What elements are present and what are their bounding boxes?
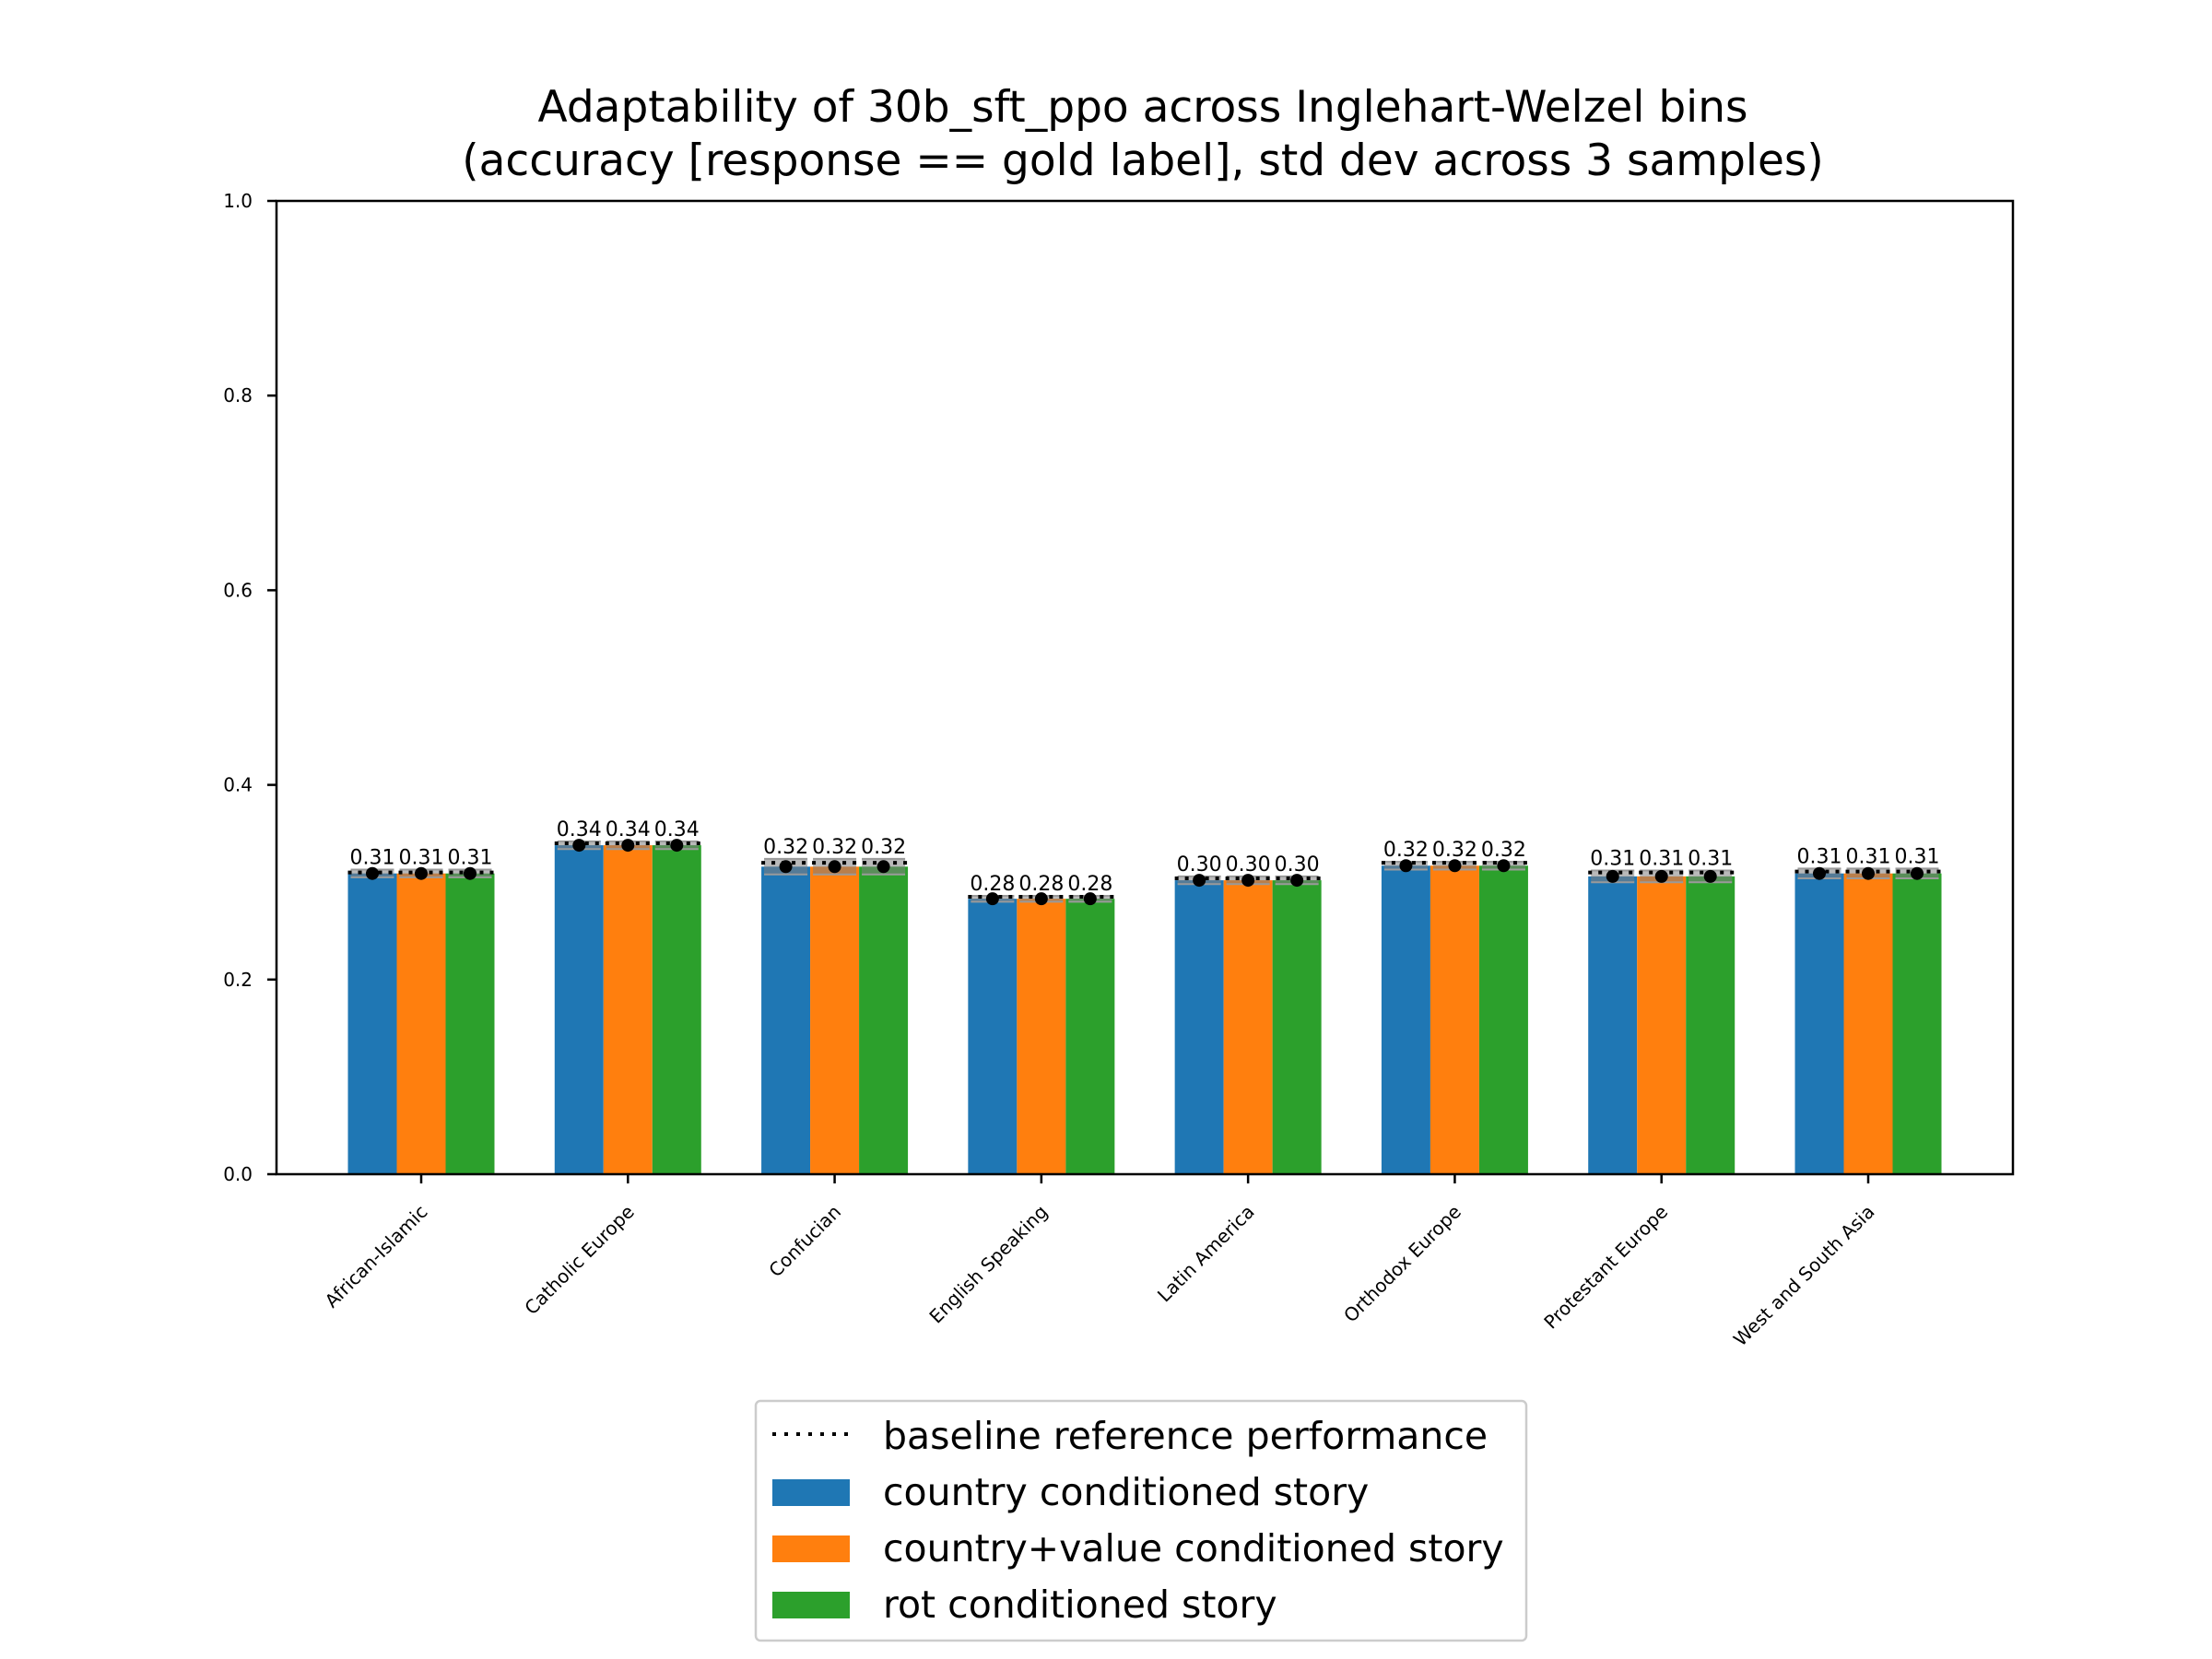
- bar: [1223, 880, 1273, 1174]
- mean-point: [1241, 874, 1255, 888]
- bar: [1065, 899, 1115, 1174]
- bar: [1892, 873, 1942, 1174]
- y-tick-label: 0.6: [223, 579, 253, 601]
- x-tick-label: Protestant Europe: [1539, 1201, 1672, 1334]
- bar-value-label: 0.34: [557, 818, 602, 841]
- bar: [1272, 880, 1322, 1174]
- bar: [1794, 873, 1844, 1174]
- bar-value-label: 0.32: [763, 836, 808, 859]
- bar: [1174, 880, 1224, 1174]
- bar-value-label: 0.31: [1895, 845, 1940, 868]
- bar-value-label: 0.31: [1688, 848, 1733, 871]
- bar: [1637, 876, 1687, 1174]
- bar-value-label: 0.28: [970, 873, 1015, 896]
- mean-point: [366, 866, 379, 880]
- chart-title-line1: Adaptability of 30b_sft_ppo across Ingle…: [538, 82, 1748, 133]
- legend-swatch: [772, 1592, 850, 1618]
- bar: [761, 866, 811, 1174]
- bar-value-label: 0.31: [1639, 848, 1684, 871]
- bar-value-label: 0.34: [654, 818, 700, 841]
- bar-value-label: 0.28: [1067, 873, 1112, 896]
- mean-point: [1448, 859, 1462, 873]
- bar: [1017, 899, 1066, 1174]
- legend-box: [754, 1399, 1528, 1642]
- bar: [1430, 865, 1479, 1174]
- y-tick-label: 0.2: [223, 969, 253, 991]
- bar-value-label: 0.31: [448, 846, 493, 869]
- bar-value-label: 0.31: [1590, 848, 1635, 871]
- x-tick-label: Catholic Europe: [520, 1201, 639, 1320]
- x-tick-label: Latin America: [1153, 1201, 1259, 1307]
- chart-title-line2: (accuracy [response == gold label], std …: [462, 135, 1823, 186]
- bar: [859, 866, 909, 1174]
- legend-series-label: country+value conditioned story: [883, 1526, 1504, 1571]
- y-tick-label: 0.0: [223, 1163, 253, 1185]
- x-tick-label: English Speaking: [924, 1201, 1052, 1328]
- mean-point: [1034, 892, 1048, 906]
- bar-value-label: 0.32: [1432, 839, 1477, 862]
- bar-value-label: 0.31: [1797, 845, 1842, 868]
- x-tick-label: Orthodox Europe: [1339, 1201, 1465, 1327]
- mean-point: [621, 839, 635, 853]
- mean-point: [1654, 869, 1668, 883]
- bar-value-label: 0.30: [1275, 853, 1320, 877]
- x-tick-label: African-Islamic: [321, 1201, 432, 1312]
- x-tick-label: West and South Asia: [1729, 1201, 1879, 1351]
- bar: [1478, 865, 1528, 1174]
- bar: [1843, 873, 1893, 1174]
- legend-baseline-label: baseline reference performance: [883, 1414, 1488, 1458]
- mean-point: [1862, 866, 1875, 880]
- bar-value-label: 0.32: [861, 836, 906, 859]
- bar-value-label: 0.31: [1846, 845, 1891, 868]
- bar: [603, 845, 653, 1174]
- legend-swatch: [772, 1535, 850, 1562]
- mean-point: [1911, 866, 1924, 880]
- bar: [1588, 876, 1638, 1174]
- y-tick-label: 0.8: [223, 384, 253, 406]
- bar: [1686, 876, 1735, 1174]
- bar-value-label: 0.32: [812, 836, 857, 859]
- bar: [554, 845, 604, 1174]
- mean-point: [828, 860, 841, 874]
- legend-swatch: [772, 1479, 850, 1506]
- bar: [810, 866, 860, 1174]
- y-tick-label: 0.4: [223, 774, 253, 796]
- bar-value-label: 0.34: [606, 818, 651, 841]
- bar-value-label: 0.30: [1177, 853, 1222, 877]
- mean-point: [779, 860, 793, 874]
- bar-value-label: 0.31: [350, 846, 395, 869]
- x-tick-label: Confucian: [764, 1201, 845, 1282]
- bar-value-label: 0.32: [1383, 839, 1429, 862]
- bar-value-label: 0.32: [1481, 839, 1526, 862]
- bar: [968, 899, 1018, 1174]
- bar-value-label: 0.28: [1018, 873, 1064, 896]
- y-tick-label: 1.0: [223, 190, 253, 212]
- legend-series-label: rot conditioned story: [883, 1583, 1277, 1627]
- mean-point: [1606, 869, 1619, 883]
- legend-series-label: country conditioned story: [883, 1470, 1369, 1514]
- bar: [396, 873, 446, 1174]
- bar: [1381, 865, 1430, 1174]
- bar: [445, 873, 495, 1174]
- bar-value-label: 0.31: [399, 846, 444, 869]
- mean-point: [1813, 866, 1826, 880]
- plot-frame: [275, 199, 2015, 1176]
- bar-value-label: 0.30: [1226, 853, 1271, 877]
- bar: [347, 873, 397, 1174]
- bar: [652, 845, 701, 1174]
